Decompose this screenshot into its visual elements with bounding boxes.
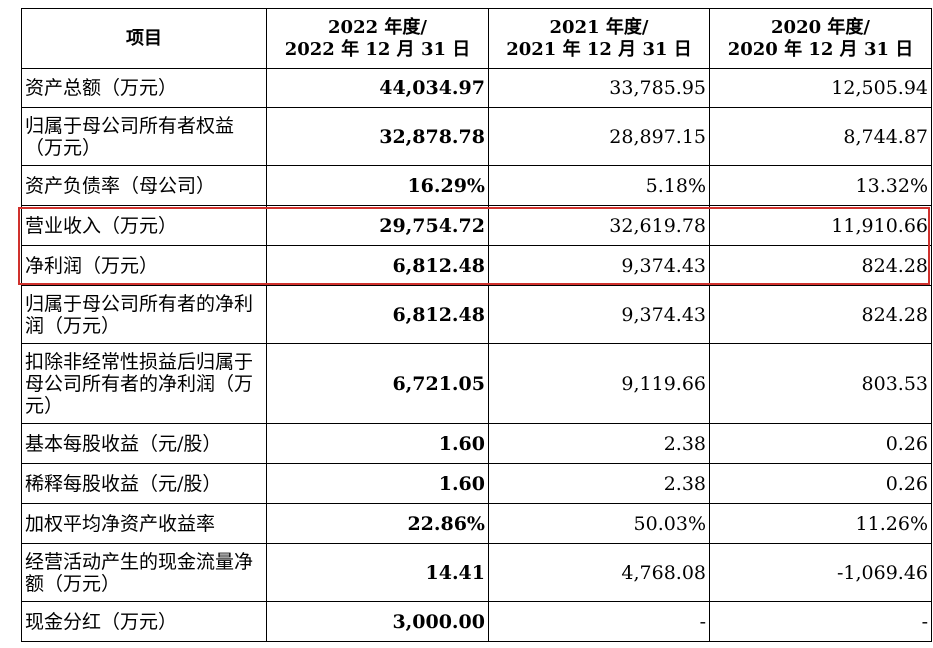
value-2021: 50.03% [488, 503, 710, 544]
table-row: 加权平均净资产收益率 22.86% 50.03% 11.26% [21, 503, 932, 544]
row-label: 扣除非经常性损益后归属于母公司所有者的净利润（万元） [21, 343, 267, 424]
value-2022: 3,000.00 [266, 601, 489, 642]
header-item: 项目 [21, 8, 267, 69]
value-2022: 1.60 [266, 423, 489, 464]
row-label: 净利润（万元） [21, 245, 267, 286]
value-2022: 6,812.48 [266, 245, 489, 286]
table-row: 扣除非经常性损益后归属于母公司所有者的净利润（万元） 6,721.05 9,11… [21, 343, 932, 424]
table-row: 营业收入（万元） 29,754.72 32,619.78 11,910.66 [21, 205, 932, 246]
value-2022: 44,034.97 [266, 68, 489, 108]
value-2020: -1,069.46 [709, 543, 932, 602]
table-row: 归属于母公司所有者权益（万元） 32,878.78 28,897.15 8,74… [21, 107, 932, 166]
table-row: 资产总额（万元） 44,034.97 33,785.95 12,505.94 [21, 68, 932, 108]
table-row: 现金分红（万元） 3,000.00 - - [21, 601, 932, 642]
table-row: 稀释每股收益（元/股） 1.60 2.38 0.26 [21, 463, 932, 504]
value-2021: 28,897.15 [488, 107, 710, 166]
value-2021: 9,374.43 [488, 245, 710, 286]
header-2020-line1: 2020 年度/ [771, 16, 870, 38]
value-2020: - [709, 601, 932, 642]
value-2020: 0.26 [709, 423, 932, 464]
header-2021-line2: 2021 年 12 月 31 日 [506, 38, 692, 60]
value-2022: 1.60 [266, 463, 489, 504]
value-2022: 6,721.05 [266, 343, 489, 424]
row-label: 现金分红（万元） [21, 601, 267, 642]
value-2021: 32,619.78 [488, 205, 710, 246]
financial-data-table: 项目 2022 年度/ 2022 年 12 月 31 日 2021 年度/ 20… [21, 8, 932, 642]
value-2021: 5.18% [488, 165, 710, 206]
value-2020: 8,744.87 [709, 107, 932, 166]
table-row: 资产负债率（母公司） 16.29% 5.18% 13.32% [21, 165, 932, 206]
row-label: 经营活动产生的现金流量净额（万元） [21, 543, 267, 602]
row-label: 资产负债率（母公司） [21, 165, 267, 206]
row-label: 稀释每股收益（元/股） [21, 463, 267, 504]
table-row: 经营活动产生的现金流量净额（万元） 14.41 4,768.08 -1,069.… [21, 543, 932, 602]
table-row: 净利润（万元） 6,812.48 9,374.43 824.28 [21, 245, 932, 286]
header-2020-line2: 2020 年 12 月 31 日 [727, 38, 914, 60]
header-row: 项目 2022 年度/ 2022 年 12 月 31 日 2021 年度/ 20… [21, 8, 932, 69]
value-2021: 9,119.66 [488, 343, 710, 424]
value-2020: 11.26% [709, 503, 932, 544]
value-2020: 803.53 [709, 343, 932, 424]
header-2022: 2022 年度/ 2022 年 12 月 31 日 [266, 8, 489, 69]
value-2020: 12,505.94 [709, 68, 932, 108]
row-label: 营业收入（万元） [21, 205, 267, 246]
value-2022: 6,812.48 [266, 285, 489, 344]
header-2022-line1: 2022 年度/ [328, 16, 427, 38]
row-label: 归属于母公司所有者的净利润（万元） [21, 285, 267, 344]
value-2020: 11,910.66 [709, 205, 932, 246]
value-2022: 14.41 [266, 543, 489, 602]
header-2020: 2020 年度/ 2020 年 12 月 31 日 [709, 8, 932, 69]
value-2021: 2.38 [488, 463, 710, 504]
value-2021: 9,374.43 [488, 285, 710, 344]
value-2020: 824.28 [709, 245, 932, 286]
value-2021: 33,785.95 [488, 68, 710, 108]
value-2022: 29,754.72 [266, 205, 489, 246]
row-label: 归属于母公司所有者权益（万元） [21, 107, 267, 166]
value-2021: 4,768.08 [488, 543, 710, 602]
value-2022: 22.86% [266, 503, 489, 544]
value-2020: 0.26 [709, 463, 932, 504]
value-2021: - [488, 601, 710, 642]
value-2022: 16.29% [266, 165, 489, 206]
value-2022: 32,878.78 [266, 107, 489, 166]
value-2020: 824.28 [709, 285, 932, 344]
table-row: 归属于母公司所有者的净利润（万元） 6,812.48 9,374.43 824.… [21, 285, 932, 344]
row-label: 加权平均净资产收益率 [21, 503, 267, 544]
value-2020: 13.32% [709, 165, 932, 206]
value-2021: 2.38 [488, 423, 710, 464]
table-row: 基本每股收益（元/股） 1.60 2.38 0.26 [21, 423, 932, 464]
row-label: 基本每股收益（元/股） [21, 423, 267, 464]
header-2022-line2: 2022 年 12 月 31 日 [284, 38, 471, 60]
header-2021-line1: 2021 年度/ [549, 16, 649, 38]
header-2021: 2021 年度/ 2021 年 12 月 31 日 [488, 8, 710, 69]
row-label: 资产总额（万元） [21, 68, 267, 108]
